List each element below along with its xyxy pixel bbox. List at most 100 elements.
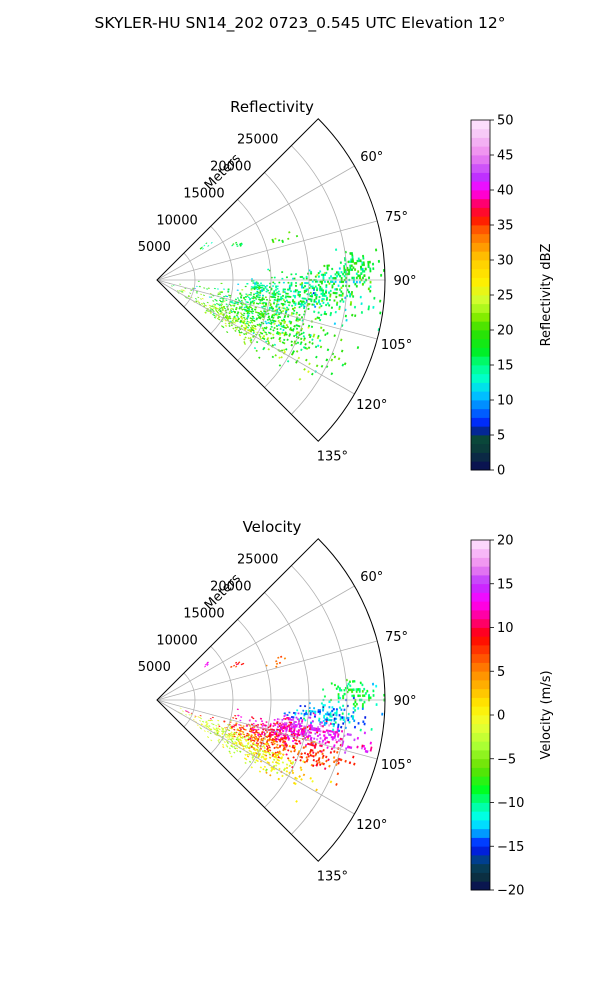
reflectivity-echo-gate — [249, 297, 252, 300]
reflectivity-echo-gate — [257, 314, 260, 317]
reflectivity-echo-gate — [251, 280, 253, 282]
velocity-echo-gate — [357, 688, 360, 691]
reflectivity-colorbar-tick-label: 10 — [497, 394, 514, 409]
velocity-echo-gate — [352, 688, 355, 691]
velocity-echo-gate — [279, 752, 282, 755]
reflectivity-echo-gate — [273, 326, 276, 330]
reflectivity-echo-gate — [298, 294, 301, 296]
reflectivity-echo-gate — [354, 282, 357, 286]
velocity-azimuth-tick-label: 135° — [317, 869, 348, 884]
reflectivity-echo-gate — [223, 295, 226, 298]
velocity-echo-gate — [268, 753, 272, 756]
velocity-echo-gate — [233, 728, 236, 731]
reflectivity-echo-gate — [299, 276, 302, 278]
reflectivity-colorbar-segment — [471, 286, 490, 296]
velocity-echo-gate — [337, 696, 340, 700]
reflectivity-echo-gate — [319, 289, 322, 292]
velocity-echo-gate — [333, 760, 336, 764]
velocity-echo-gate — [328, 724, 331, 727]
velocity-echo-gate — [335, 710, 338, 713]
reflectivity-echo-gate — [340, 349, 344, 353]
reflectivity-colorbar-segment — [471, 207, 490, 217]
reflectivity-echo-gate — [308, 335, 312, 339]
reflectivity-echo-gate — [278, 316, 282, 319]
reflectivity-echo-gate — [250, 325, 254, 328]
reflectivity-colorbar-segment — [471, 330, 490, 340]
reflectivity-echo-gate — [275, 286, 278, 289]
reflectivity-echo-gate — [212, 314, 215, 316]
reflectivity-echo-gate — [299, 300, 302, 303]
velocity-echo-gate — [270, 741, 273, 744]
velocity-echo-gate — [352, 694, 355, 698]
reflectivity-echo-gate — [338, 267, 341, 270]
reflectivity-echo-gate — [244, 308, 247, 311]
reflectivity-echo-gate — [224, 324, 228, 327]
velocity-echo-gate — [342, 704, 345, 708]
reflectivity-echo-gate — [317, 311, 320, 314]
velocity-echo-gate — [250, 735, 253, 738]
velocity-echo-gate — [312, 764, 315, 767]
velocity-echo-gate — [282, 730, 285, 732]
reflectivity-echo-gate — [361, 261, 364, 265]
reflectivity-echo-gate — [247, 324, 251, 327]
reflectivity-echo-gate — [343, 265, 346, 268]
velocity-colorbar-segment — [471, 750, 490, 760]
reflectivity-echo-gate — [240, 300, 243, 302]
reflectivity-echo-gate — [263, 326, 266, 329]
velocity-echo-gate — [326, 716, 329, 719]
velocity-echo-gate — [330, 682, 333, 685]
velocity-echo-gate — [239, 733, 242, 736]
velocity-echo-gate — [252, 752, 255, 755]
velocity-echo-gate — [336, 751, 339, 754]
velocity-echo-gate — [324, 736, 327, 739]
reflectivity-echo-gate — [237, 329, 241, 332]
velocity-range-tick-label: 25000 — [237, 553, 278, 568]
reflectivity-echo-gate — [304, 297, 307, 300]
reflectivity-echo-gate — [316, 316, 319, 319]
reflectivity-echo-gate — [312, 292, 315, 295]
reflectivity-echo-gate — [311, 342, 314, 345]
reflectivity-echo-gate — [334, 288, 337, 291]
reflectivity-echo-gate — [299, 342, 302, 346]
reflectivity-colorbar-segment — [471, 321, 490, 331]
velocity-echo-gate — [218, 728, 221, 731]
reflectivity-echo-gate — [317, 301, 320, 304]
velocity-echo-gate — [298, 740, 301, 743]
reflectivity-echo-gate — [233, 304, 236, 306]
velocity-echo-gate — [280, 757, 283, 760]
velocity-echo-gate — [267, 761, 271, 765]
velocity-echo-gate — [268, 756, 272, 759]
reflectivity-echo-gate — [253, 299, 256, 302]
reflectivity-echo-gate — [284, 296, 287, 299]
reflectivity-echo-gate — [321, 299, 324, 302]
reflectivity-echo-gate — [263, 337, 266, 341]
velocity-echo-gate — [357, 722, 360, 725]
reflectivity-echo-gate — [240, 296, 243, 298]
velocity-echo-gate — [233, 735, 236, 738]
reflectivity-echo-gate — [326, 348, 330, 352]
reflectivity-echo-gate — [243, 342, 247, 346]
reflectivity-echo-gate — [298, 295, 301, 298]
reflectivity-echo-gate — [314, 317, 317, 321]
reflectivity-azimuth-tick-label: 135° — [317, 449, 348, 464]
reflectivity-colorbar-segment — [471, 443, 490, 453]
reflectivity-colorbar-tick-label: 5 — [497, 429, 505, 444]
reflectivity-colorbar-tick-label: 0 — [497, 464, 505, 479]
velocity-echo-gate — [267, 751, 271, 754]
reflectivity-echo-gate — [351, 260, 354, 263]
velocity-echo-gate — [319, 722, 322, 726]
reflectivity-echo-gate — [340, 338, 343, 342]
reflectivity-echo-gate — [235, 318, 238, 321]
reflectivity-echo-gate — [354, 314, 357, 317]
reflectivity-echo-gate — [375, 248, 378, 252]
reflectivity-echo-gate — [320, 364, 324, 368]
reflectivity-title: Reflectivity — [230, 98, 314, 116]
velocity-echo-gate — [240, 730, 243, 733]
reflectivity-echo-gate — [349, 303, 352, 306]
reflectivity-echo-gate — [299, 283, 302, 286]
reflectivity-echo-gate — [233, 321, 236, 324]
velocity-azimuth-tick-label: 75° — [385, 630, 408, 645]
reflectivity-echo-gate — [223, 300, 226, 302]
reflectivity-echo-gate — [208, 304, 211, 307]
velocity-colorbar-segment — [471, 680, 490, 690]
